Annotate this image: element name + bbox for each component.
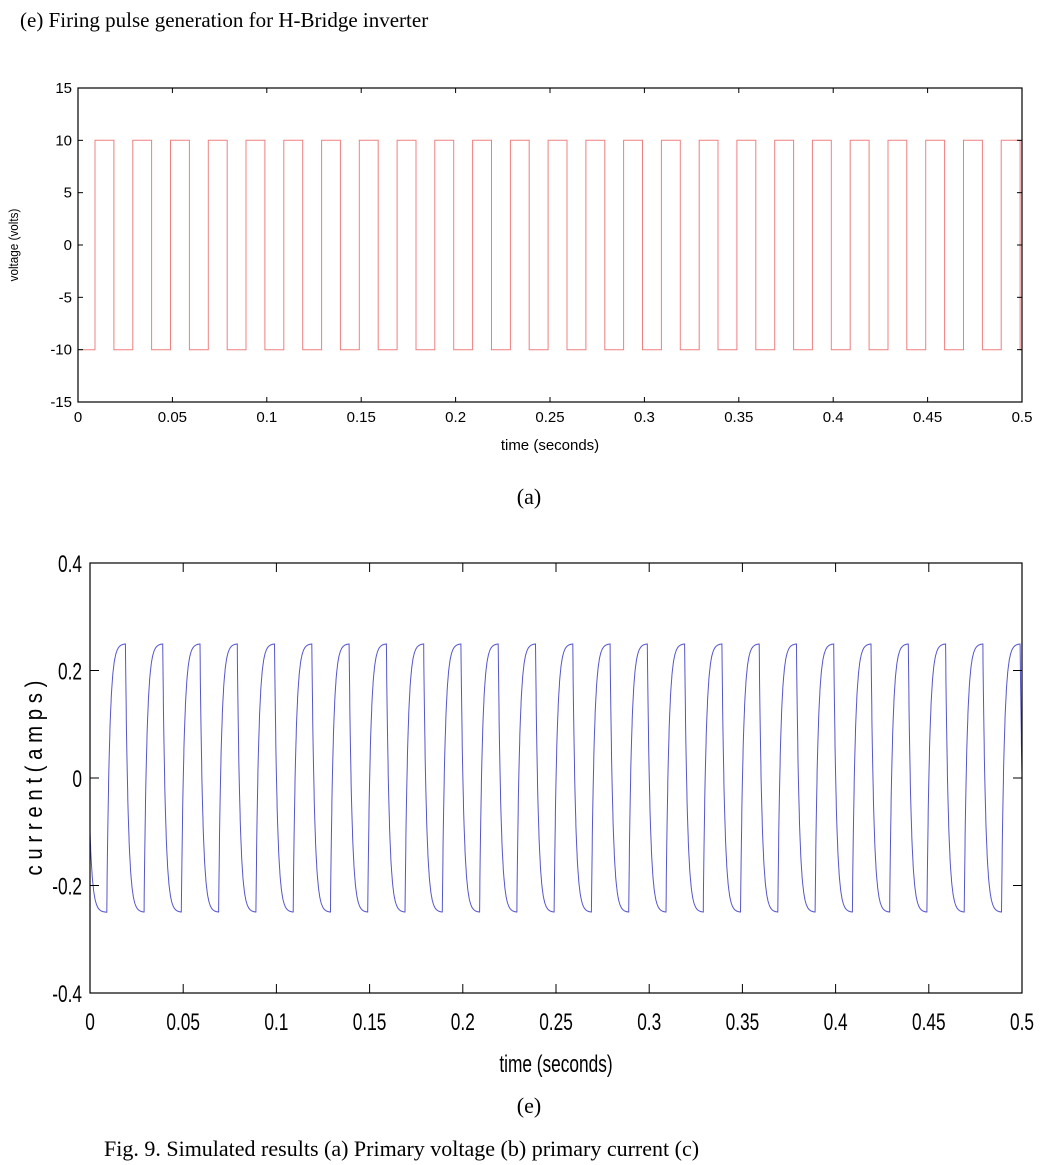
y-axis-label: voltage (volts): [6, 209, 21, 282]
x-axis-label: time (seconds): [499, 1051, 612, 1077]
figure-caption: Fig. 9. Simulated results (a) Primary vo…: [104, 1136, 700, 1161]
axes-frame: [77, 87, 1023, 403]
x-tick-label: 0.1: [264, 1009, 288, 1035]
x-tick-label: 0.45: [912, 1009, 946, 1035]
series-line-firing-pulse: [78, 139, 1022, 351]
x-tick-label: 0.4: [823, 409, 844, 426]
y-tick-label: 15: [55, 80, 72, 97]
x-tick-label: 0.3: [634, 409, 655, 426]
y-tick-label: -5: [59, 289, 72, 306]
chart-1: 0 0.05 0.1 0.15 0.2 0.25 0.3 0.35 0.4 0.45 0.5 15 10…: [6, 80, 1032, 454]
x-tick-label: 0.5: [1010, 1009, 1034, 1035]
x-tick-label: 0.05: [158, 409, 187, 426]
y-tick-label: -10: [50, 342, 72, 359]
subfigure-label-e: (e): [516, 1093, 542, 1118]
x-tick-label: 0.3: [637, 1009, 661, 1035]
series-line-current: [89, 643, 1023, 913]
x-tick-label: 0.35: [726, 1009, 760, 1035]
x-tick-label: 0.35: [724, 409, 753, 426]
y-tick-label: 0: [64, 237, 72, 254]
y-tick-label: -15: [50, 394, 72, 411]
x-tick-label: 0.25: [535, 409, 564, 426]
x-tick-label: 0.2: [445, 409, 466, 426]
y-tick-label: 10: [55, 132, 72, 149]
x-tick-label: 0.5: [1012, 409, 1033, 426]
y-tick-label: -0.2: [52, 874, 82, 900]
x-tick-label: 0.05: [166, 1009, 200, 1035]
chart-2: 0 0.05 0.1 0.15 0.2 0.25 0.3 0.35 0.4 0.45 0.5 0.4 0…: [20, 551, 1034, 1077]
x-tick-label: 0.25: [539, 1009, 573, 1035]
x-tick-label: 0.4: [824, 1009, 848, 1035]
x-tick-label: 0: [74, 409, 82, 426]
x-tick-label: 0.2: [451, 1009, 475, 1035]
x-tick-label: 0.15: [347, 409, 376, 426]
x-tick-label: 0.15: [353, 1009, 387, 1035]
x-axis-label: time (seconds): [501, 437, 599, 454]
subfigure-label-a: (a): [516, 484, 542, 509]
y-tick-label: -0.4: [52, 981, 82, 1007]
x-tick-label: 0.1: [256, 409, 277, 426]
y-axis-label: c u r r e n t ( a m p s ): [20, 681, 47, 876]
y-tick-label: 0.4: [58, 551, 82, 577]
y-tick-label: 0: [72, 766, 82, 792]
y-tick-label: 0.2: [58, 659, 82, 685]
x-tick-label: 0: [85, 1009, 95, 1035]
x-tick-label: 0.45: [913, 409, 942, 426]
y-tick-label: 5: [64, 185, 72, 202]
figure-heading: (e) Firing pulse generation for H-Bridge…: [20, 8, 429, 32]
